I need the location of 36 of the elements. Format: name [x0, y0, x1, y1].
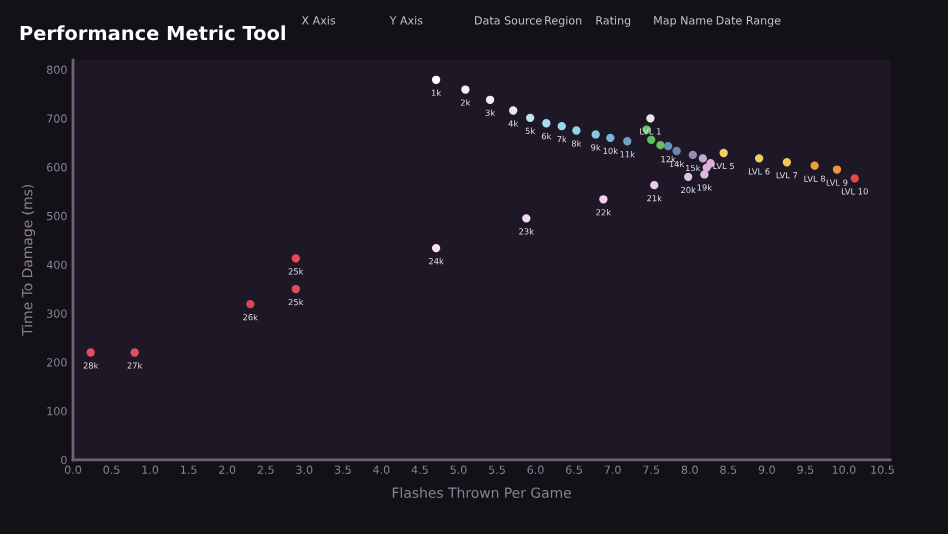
point — [291, 254, 300, 263]
point — [572, 126, 581, 135]
point — [700, 170, 709, 179]
point — [782, 158, 792, 167]
point — [656, 141, 665, 150]
chart-title: Performance Metric Tool — [20, 25, 285, 41]
point — [542, 119, 551, 128]
point — [810, 161, 819, 170]
point — [606, 133, 615, 143]
point — [650, 181, 659, 190]
point — [719, 148, 728, 158]
point — [246, 300, 255, 309]
point — [672, 146, 681, 156]
point — [599, 195, 608, 204]
point — [684, 172, 693, 182]
point — [688, 150, 697, 160]
point — [431, 75, 441, 84]
point — [623, 137, 632, 146]
point — [485, 95, 495, 104]
point — [557, 121, 566, 131]
point — [698, 154, 708, 163]
point — [525, 113, 535, 123]
point — [522, 214, 531, 223]
point — [754, 154, 764, 163]
point — [86, 348, 95, 357]
point — [850, 174, 859, 183]
point — [461, 85, 470, 94]
point — [509, 106, 518, 115]
point — [663, 141, 673, 151]
point — [291, 284, 300, 294]
point — [646, 114, 655, 123]
point — [591, 130, 600, 139]
point — [130, 348, 139, 357]
point — [832, 165, 842, 174]
point — [647, 135, 656, 144]
point — [431, 243, 441, 253]
